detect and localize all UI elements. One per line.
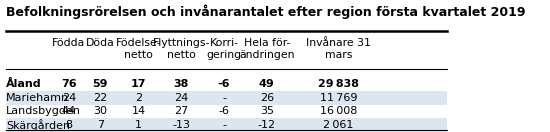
Text: -6: -6 bbox=[218, 79, 230, 89]
Text: 2 061: 2 061 bbox=[323, 120, 354, 130]
Text: Hela för-
ändringen: Hela för- ändringen bbox=[239, 38, 294, 60]
Text: 29 838: 29 838 bbox=[318, 79, 359, 89]
FancyBboxPatch shape bbox=[6, 91, 447, 105]
Text: 16 008: 16 008 bbox=[320, 106, 358, 116]
Text: 14: 14 bbox=[131, 106, 146, 116]
Text: 24: 24 bbox=[174, 93, 189, 103]
Text: 17: 17 bbox=[131, 79, 146, 89]
Text: Landsbygden: Landsbygden bbox=[6, 106, 81, 116]
Text: Födda: Födda bbox=[52, 38, 85, 48]
Text: Döda: Döda bbox=[86, 38, 115, 48]
Text: 30: 30 bbox=[94, 106, 107, 116]
Text: 8: 8 bbox=[65, 120, 73, 130]
Text: 1: 1 bbox=[135, 120, 142, 130]
Text: 7: 7 bbox=[97, 120, 104, 130]
Text: -12: -12 bbox=[257, 120, 276, 130]
Text: Mariehamn: Mariehamn bbox=[6, 93, 69, 103]
Text: -13: -13 bbox=[172, 120, 190, 130]
Text: 38: 38 bbox=[174, 79, 189, 89]
Text: 44: 44 bbox=[62, 106, 76, 116]
Text: 2: 2 bbox=[135, 93, 142, 103]
Text: Flyttnings-
netto: Flyttnings- netto bbox=[152, 38, 210, 60]
Text: 22: 22 bbox=[93, 93, 107, 103]
Text: 49: 49 bbox=[259, 79, 274, 89]
Text: Födelse-
netto: Födelse- netto bbox=[116, 38, 161, 60]
Text: 76: 76 bbox=[61, 79, 76, 89]
Text: Åland: Åland bbox=[6, 79, 41, 89]
Text: 24: 24 bbox=[62, 93, 76, 103]
Text: 59: 59 bbox=[92, 79, 108, 89]
Text: Skärgården: Skärgården bbox=[6, 119, 70, 131]
Text: 35: 35 bbox=[260, 106, 274, 116]
Text: Korri-
gering: Korri- gering bbox=[206, 38, 241, 60]
Text: -: - bbox=[222, 120, 226, 130]
Text: 11 769: 11 769 bbox=[320, 93, 358, 103]
Text: -6: -6 bbox=[218, 106, 229, 116]
Text: Befolkningsrörelsen och invånarantalet efter region första kvartalet 2019: Befolkningsrörelsen och invånarantalet e… bbox=[6, 5, 525, 19]
FancyBboxPatch shape bbox=[6, 118, 447, 132]
Text: 26: 26 bbox=[260, 93, 274, 103]
Text: 27: 27 bbox=[174, 106, 189, 116]
Text: -: - bbox=[222, 93, 226, 103]
Text: Invånare 31
mars: Invånare 31 mars bbox=[306, 38, 371, 60]
